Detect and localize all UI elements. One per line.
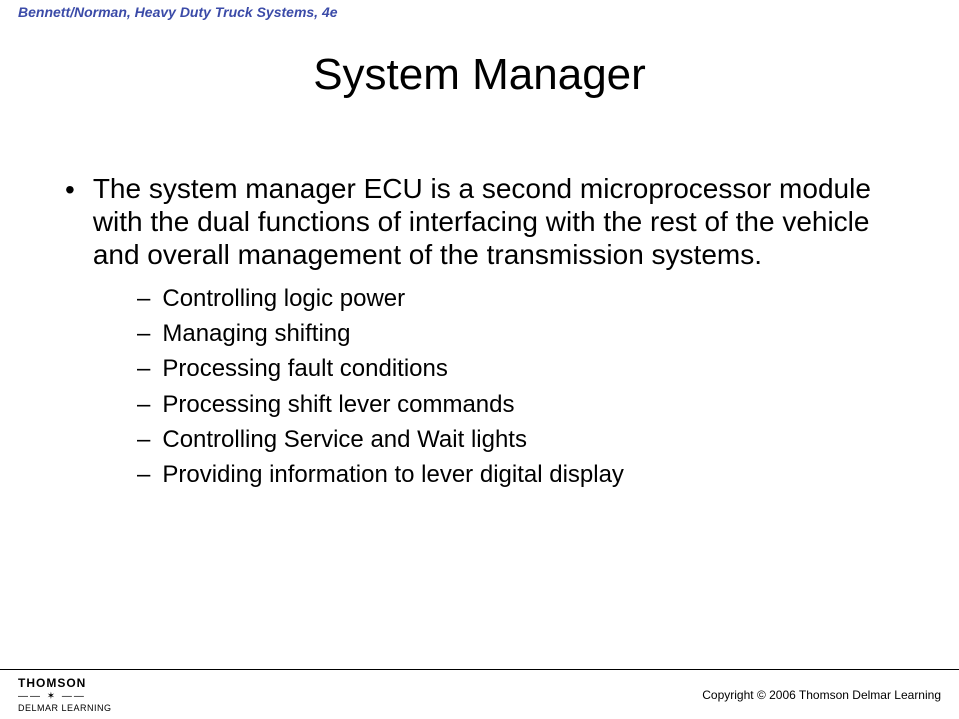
dash-marker: – — [137, 318, 150, 349]
sub-bullet-item: – Providing information to lever digital… — [137, 459, 894, 490]
footer-brand: THOMSON ―― ✶ ―― DELMAR LEARNING — [18, 676, 112, 713]
brand-delmar: DELMAR LEARNING — [18, 703, 112, 713]
brand-thomson: THOMSON — [18, 676, 86, 690]
sub-bullet-text: Managing shifting — [162, 318, 350, 349]
dash-marker: – — [137, 424, 150, 455]
dash-marker: – — [137, 459, 150, 490]
sub-bullet-text: Controlling Service and Wait lights — [162, 424, 527, 455]
footer-copyright: Copyright © 2006 Thomson Delmar Learning — [702, 688, 941, 702]
dash-marker: – — [137, 353, 150, 384]
sub-bullet-list: – Controlling logic power – Managing shi… — [137, 283, 894, 490]
sub-bullet-item: – Managing shifting — [137, 318, 894, 349]
main-bullet-text: The system manager ECU is a second micro… — [93, 172, 894, 271]
dash-marker: – — [137, 389, 150, 420]
brand-divider-icon: ―― ✶ ―― — [18, 691, 86, 702]
sub-bullet-item: – Processing fault conditions — [137, 353, 894, 384]
sub-bullet-text: Controlling logic power — [162, 283, 405, 314]
footer: THOMSON ―― ✶ ―― DELMAR LEARNING Copyrigh… — [0, 669, 959, 719]
sub-bullet-item: – Controlling logic power — [137, 283, 894, 314]
header-book-title: Bennett/Norman, Heavy Duty Truck Systems… — [18, 4, 338, 20]
sub-bullet-text: Processing shift lever commands — [162, 389, 514, 420]
main-bullet: • The system manager ECU is a second mic… — [65, 172, 894, 271]
sub-bullet-item: – Controlling Service and Wait lights — [137, 424, 894, 455]
sub-bullet-text: Processing fault conditions — [162, 353, 448, 384]
sub-bullet-text: Providing information to lever digital d… — [162, 459, 624, 490]
slide-content: • The system manager ECU is a second mic… — [65, 172, 894, 494]
sub-bullet-item: – Processing shift lever commands — [137, 389, 894, 420]
slide-title: System Manager — [0, 50, 959, 100]
dash-marker: – — [137, 283, 150, 314]
bullet-marker: • — [65, 174, 75, 206]
